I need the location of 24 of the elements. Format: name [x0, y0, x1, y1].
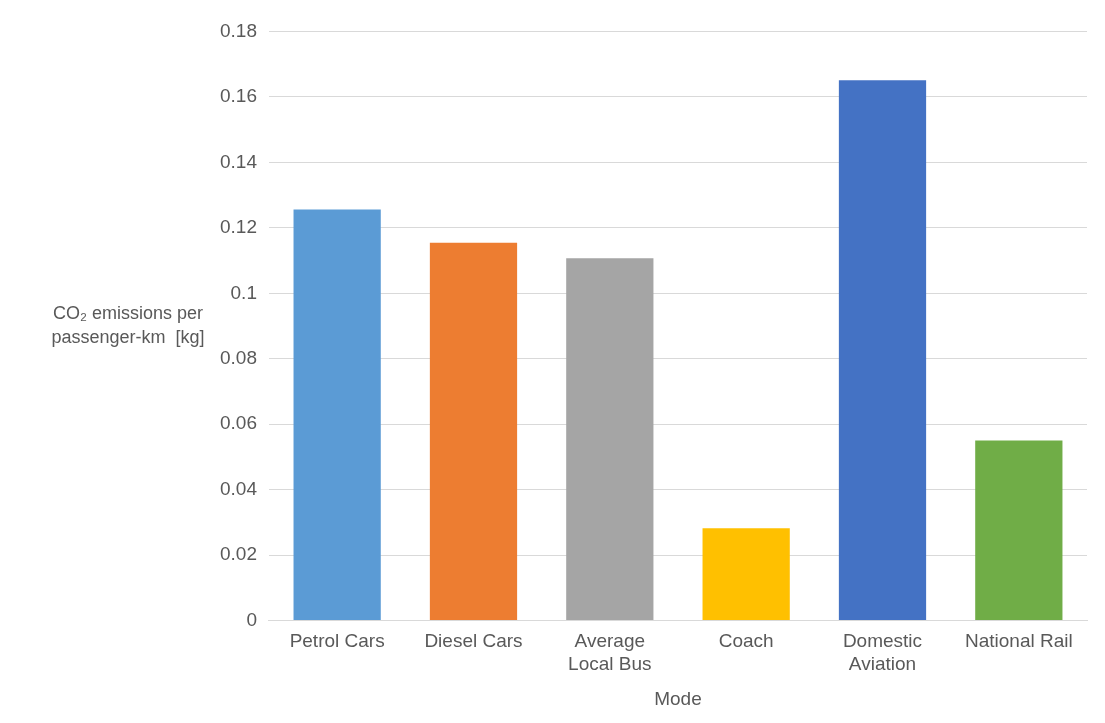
y-tick-label: 0.06 [220, 412, 257, 434]
x-tick-label: Petrol Cars [289, 630, 385, 652]
bar [429, 242, 518, 621]
x-tick-label: Coach [718, 630, 774, 652]
x-tick-label: Diesel Cars [424, 630, 523, 652]
y-tick-label: 0.16 [220, 85, 257, 107]
x-tick-label: National Rail [964, 630, 1073, 652]
y-tick-label: 0 [246, 608, 257, 630]
y-tick-label: 0.18 [220, 19, 257, 41]
y-tick-label: 0.08 [220, 346, 257, 368]
x-tick-label: Domestic Aviation [842, 630, 923, 675]
y-tick-label: 0.14 [220, 150, 258, 172]
bar [838, 80, 927, 621]
bar [975, 440, 1063, 621]
bar [702, 528, 790, 621]
y-tick-label: 0.02 [220, 543, 257, 565]
y-axis-title: CO₂ emissions per passenger-km [kg] [51, 302, 205, 347]
bar [293, 209, 381, 621]
y-tick-label: 0.04 [220, 477, 258, 499]
bar [566, 258, 654, 621]
y-tick-label: 0.12 [220, 216, 257, 238]
x-axis-title: Mode [654, 687, 702, 709]
x-tick-label: Average Local Bus [568, 630, 652, 675]
y-tick-label: 0.1 [230, 281, 257, 303]
